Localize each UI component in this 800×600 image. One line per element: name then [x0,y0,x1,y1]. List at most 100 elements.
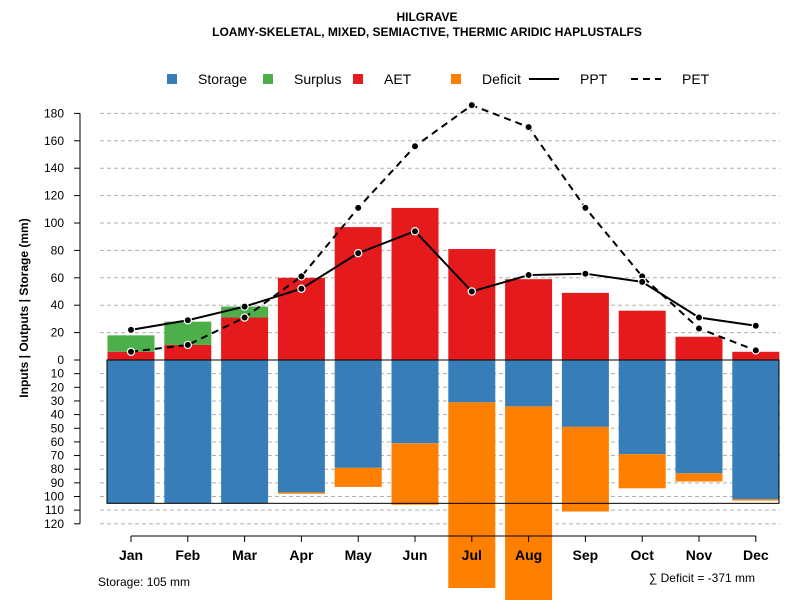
pet-point-feb [183,340,192,350]
pet-point-may [354,203,363,213]
x-tick-label-feb: Feb [175,547,200,563]
storage-bar-nov [675,360,723,474]
y-tick-label-lower-10: 10 [51,367,65,381]
y-tick-label-lower-40: 40 [51,408,65,422]
axes: 0204060801001201401601801020304050607080… [44,106,769,563]
legend-label-storage: Storage [198,71,247,87]
storage-bar-jun [391,360,439,444]
y-tick-label-lower-50: 50 [51,421,65,435]
storage-bar-may [334,360,382,468]
ppt-point-jul [467,287,476,296]
legend-label-aet: AET [384,71,412,87]
storage-bar-oct [618,360,666,455]
y-tick-label-lower-80: 80 [51,462,65,476]
y-tick-label-upper-160: 160 [44,134,64,148]
pet-point-mar [240,313,249,322]
y-tick-label-upper-180: 180 [44,106,64,120]
x-tick-label-nov: Nov [686,547,713,563]
x-tick-label-sep: Sep [573,547,599,563]
storage-bar-dec [732,360,780,500]
pet-point-dec [751,346,761,355]
y-tick-label-upper-120: 120 [44,189,64,203]
aet-bar-sep [561,292,609,360]
deficit-bar-may [334,467,382,487]
y-tick-label-lower-100: 100 [44,490,64,504]
aet-bar-nov [675,336,723,360]
pet-point-jun [410,142,420,151]
y-tick-label-upper-60: 60 [51,271,65,285]
legend-label-surplus: Surplus [294,71,341,87]
storage-bar-aug [505,360,553,407]
legend-swatch-surplus [263,74,273,84]
chart-subtitle: LOAMY-SKELETAL, MIXED, SEMIACTIVE, THERM… [212,25,642,39]
ppt-point-jun [410,227,420,236]
storage-bar-feb [164,360,212,504]
aet-bar-oct [618,310,666,360]
legend: Storage Surplus AET Deficit PPT PET [167,71,710,87]
ppt-point-feb [183,316,192,325]
x-tick-label-jan: Jan [119,547,143,563]
deficit-bar-dec [732,499,780,501]
pet-point-apr [297,272,306,281]
ppt-point-jan [126,325,136,335]
x-tick-label-apr: Apr [289,547,314,563]
gridlines [100,112,780,525]
ppt-point-dec [751,321,761,330]
ppt-point-nov [694,313,704,322]
pet-point-jul [467,100,476,110]
y-tick-label-upper-80: 80 [51,243,65,257]
y-tick-label-lower-90: 90 [51,476,65,490]
y-tick-label-lower-120: 120 [44,517,64,531]
x-tick-label-mar: Mar [232,547,257,563]
y-tick-label-upper-100: 100 [44,216,64,230]
y-tick-label-lower-20: 20 [51,380,65,394]
chart-title: HILGRAVE [396,10,457,24]
surplus-bar-jan [107,335,155,352]
x-tick-label-dec: Dec [743,547,769,563]
y-tick-label-lower-30: 30 [51,394,65,408]
bars [106,207,780,600]
deficit-bar-oct [618,454,666,489]
y-tick-label-lower-70: 70 [51,449,65,463]
storage-bar-apr [277,360,325,493]
legend-swatch-deficit [451,74,461,84]
legend-label-ppt: PPT [580,71,608,87]
aet-bar-jul [448,249,496,360]
x-tick-label-oct: Oct [631,547,655,563]
aet-bar-mar [221,317,269,360]
storage-bar-mar [221,360,269,504]
deficit-bar-sep [561,426,609,512]
ppt-point-oct [638,277,647,287]
surplus-bar-feb [164,321,212,345]
storage-bar-jul [448,360,496,403]
ppt-point-aug [524,270,533,280]
y-tick-label-lower-110: 110 [45,503,64,517]
x-tick-label-may: May [345,547,372,563]
aet-bar-dec [732,351,780,360]
aet-bar-feb [164,344,212,360]
ppt-point-mar [240,302,249,311]
y-tick-label-upper-20: 20 [51,326,65,340]
deficit-bar-nov [675,473,723,482]
legend-label-deficit: Deficit [482,71,521,87]
storage-bar-sep [561,360,609,427]
pet-point-aug [524,122,533,132]
pet-point-sep [581,203,590,213]
y-tick-label-lower-60: 60 [51,435,65,449]
storage-footer: Storage: 105 mm [98,575,190,589]
deficit-bar-jun [391,443,439,505]
x-tick-label-jun: Jun [403,547,428,563]
lines [126,100,761,356]
surplus-bar-mar [221,306,269,318]
deficit-bar-apr [277,492,325,494]
aet-bar-aug [505,279,553,360]
deficit-bar-jul [448,402,496,588]
legend-swatch-aet [353,74,363,84]
storage-bar-jan [107,360,155,504]
x-tick-label-aug: Aug [515,547,542,563]
legend-label-pet: PET [682,71,710,87]
ppt-point-sep [581,269,590,278]
legend-swatch-storage [167,74,177,84]
y-tick-label-upper-140: 140 [44,161,64,175]
